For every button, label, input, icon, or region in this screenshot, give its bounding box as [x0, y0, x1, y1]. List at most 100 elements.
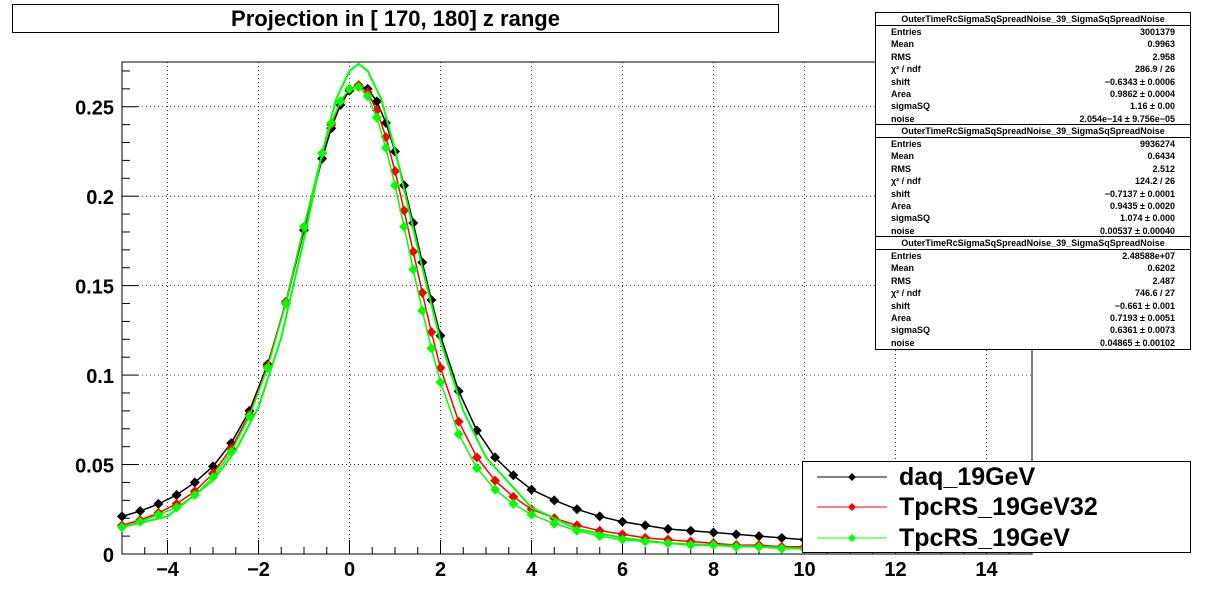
data-point [117, 511, 127, 522]
stats-value: 746.6 / 27 [1134, 288, 1175, 299]
stats-value: 0.9862 ± 0.0004 [1110, 88, 1175, 99]
data-point [776, 532, 787, 543]
stats-value: 3001379 [1139, 27, 1175, 37]
stats-label: shift [891, 188, 910, 199]
stats-row-entries: Entries 3001379 [876, 26, 1190, 38]
legend-label: TpcRS_19GeV32 [899, 493, 1098, 521]
stats-value: 0.6361 ± 0.0073 [1110, 325, 1175, 336]
stats-row-mean: Mean 0.6434 [876, 150, 1190, 162]
stats-row-chi2: χ² / ndf 124.2 / 26 [876, 175, 1190, 187]
stats-label: RMS [891, 51, 911, 62]
data-point [399, 221, 410, 232]
stats-value: 0.9435 ± 0.0020 [1110, 200, 1175, 211]
data-point [335, 96, 346, 107]
fit-curve [121, 62, 805, 550]
x-tick-label: 6 [617, 559, 628, 581]
data-point [572, 504, 582, 515]
data-point [362, 90, 373, 101]
x-tick-label: 0 [344, 559, 355, 581]
stats-title: OuterTimeRcSigmaSqSpreadNoise_39_SigmaSq… [876, 125, 1190, 138]
data-point [508, 470, 519, 481]
x-tick-label: 8 [708, 559, 719, 581]
stats-value: 2.48588e+07 [1122, 251, 1175, 261]
stats-row-area: Area 0.9862 ± 0.0004 [876, 88, 1190, 100]
data-point [526, 504, 537, 515]
stats-row-entries: Entries 2.48588e+07 [876, 250, 1190, 262]
stats-row-entries: Entries 9936274 [876, 138, 1190, 150]
stats-row-shift: shift −0.661 ± 0.001 [876, 300, 1190, 312]
stats-row-noise: noise 2.054e−14 ± 9.756e−05 [876, 113, 1190, 125]
stats-row-sigmasq: sigmaSQ 0.6361 ± 0.0073 [876, 324, 1190, 336]
y-tick-label: 0.2 [86, 187, 114, 209]
x-tick-label: 14 [975, 559, 998, 581]
stats-label: Entries [891, 27, 922, 37]
x-tick-label: 12 [884, 559, 906, 581]
stats-row-shift: shift −0.6343 ± 0.0006 [876, 76, 1190, 88]
stats-label: shift [891, 76, 910, 87]
stats-title: OuterTimeRcSigmaSqSpreadNoise_39_SigmaSq… [876, 13, 1190, 26]
x-tick-label: 10 [793, 559, 815, 581]
stats-label: sigmaSQ [891, 213, 931, 224]
stats-label: Mean [891, 39, 915, 50]
data-point [426, 327, 437, 338]
stats-label: noise [891, 337, 915, 348]
data-point [490, 484, 501, 495]
stats-value: 2.512 [1152, 163, 1175, 174]
data-point [408, 246, 419, 257]
data-point [417, 305, 428, 316]
stats-value: 1.074 ± 0.000 [1120, 213, 1175, 224]
data-point [508, 498, 519, 509]
data-point [471, 463, 482, 474]
data-point [208, 472, 218, 483]
data-point [471, 452, 482, 463]
stats-value: 9936274 [1139, 139, 1175, 149]
data-point [490, 475, 501, 486]
y-tick-label: 0.15 [75, 277, 114, 299]
stats-label: RMS [891, 163, 911, 174]
legend-label: TpcRS_19GeV [899, 524, 1070, 552]
stats-value: 2.054e−14 ± 9.756e−05 [1079, 113, 1175, 124]
stats-label: Area [891, 200, 912, 211]
stats-label: Area [891, 88, 912, 99]
stats-title: OuterTimeRcSigmaSqSpreadNoise_39_SigmaSq… [876, 237, 1190, 250]
data-point [453, 416, 464, 427]
data-point [685, 525, 696, 536]
stats-value: −0.6343 ± 0.0006 [1104, 76, 1175, 87]
stats-label: χ² / ndf [891, 64, 921, 75]
stats-row-noise: noise 0.04865 ± 0.00102 [876, 337, 1190, 349]
data-point [435, 377, 446, 388]
data-point [371, 112, 382, 123]
stats-label: χ² / ndf [891, 176, 921, 187]
stats-label: Mean [891, 263, 915, 274]
legend-marker-icon [817, 534, 887, 542]
y-tick-label: 0 [103, 545, 114, 567]
stats-value: −0.661 ± 0.001 [1114, 300, 1175, 311]
stats-row-sigmasq: sigmaSQ 1.074 ± 0.000 [876, 212, 1190, 224]
stats-label: shift [891, 300, 910, 311]
plot-title: Projection in [ 170, 180] z range [12, 4, 779, 33]
data-point [453, 429, 464, 440]
stats-row-rms: RMS 2.512 [876, 163, 1190, 175]
stats-value: 0.04865 ± 0.00102 [1099, 337, 1175, 348]
data-point [353, 82, 364, 93]
stats-value: 0.7193 ± 0.0051 [1110, 312, 1175, 323]
stats-row-chi2: χ² / ndf 746.6 / 27 [876, 287, 1190, 299]
data-point [135, 506, 146, 517]
data-point [408, 264, 419, 275]
x-tick-label: −4 [156, 559, 180, 581]
stats-row-rms: RMS 2.958 [876, 51, 1190, 63]
stats-row-chi2: χ² / ndf 286.9 / 26 [876, 63, 1190, 75]
stats-row-noise: noise 0.00537 ± 0.00040 [876, 225, 1190, 237]
stats-value: 124.2 / 26 [1134, 176, 1175, 187]
stats-value: 2.958 [1152, 51, 1175, 62]
stats-box-tpcrs32: OuterTimeRcSigmaSqSpreadNoise_39_SigmaSq… [875, 124, 1191, 239]
stats-value: 0.6434 [1147, 151, 1175, 162]
x-tick-label: 2 [435, 559, 446, 581]
data-point [490, 452, 501, 463]
legend-marker-icon [817, 503, 887, 511]
stats-label: noise [891, 113, 915, 124]
legend-label: daq_19GeV [899, 463, 1036, 491]
stats-value: 0.9963 [1147, 39, 1175, 50]
x-tick-label: −2 [247, 559, 270, 581]
data-point [171, 489, 182, 500]
